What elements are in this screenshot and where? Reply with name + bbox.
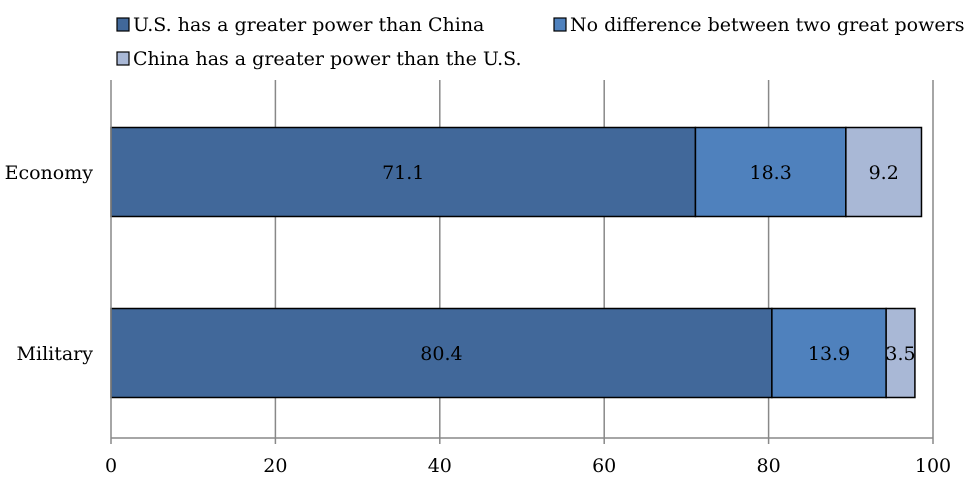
data-label-military-series-2: 13.9	[808, 343, 850, 365]
x-tick-label-20: 20	[263, 455, 287, 477]
axes: 0 20 40 60 80 100	[105, 80, 951, 477]
category-label-military: Military	[17, 343, 94, 365]
bar-military-series-1	[110, 307, 773, 399]
x-tick-label-0: 0	[105, 455, 117, 477]
category-label-economy: Economy	[5, 162, 94, 184]
bar-military-series-3	[885, 307, 916, 399]
bar-economy-series-3	[845, 126, 923, 218]
legend-swatch-series-2	[553, 17, 567, 32]
bars	[110, 126, 923, 399]
bar-economy-series-2	[694, 126, 847, 218]
bar-economy-series-1	[110, 126, 697, 218]
legend: U.S. has a greater power than China No di…	[116, 14, 964, 70]
legend-label-series-3: China has a greater power than the U.S.	[133, 48, 522, 70]
data-label-military-series-3: 3.5	[885, 343, 915, 365]
labels: 71.1 18.3 9.2 Economy 80.4 13.9 3.5 Military	[5, 162, 916, 365]
data-label-military-series-1: 80.4	[420, 343, 462, 365]
legend-swatch-series-1	[116, 17, 130, 32]
data-label-economy-series-3: 9.2	[869, 162, 899, 184]
x-tick-label-60: 60	[592, 455, 616, 477]
x-tick-label-40: 40	[428, 455, 452, 477]
legend-swatch-series-3	[116, 51, 130, 66]
x-tick-label-80: 80	[757, 455, 781, 477]
data-label-economy-series-1: 71.1	[382, 162, 424, 184]
legend-label-series-1: U.S. has a greater power than China	[133, 14, 484, 36]
x-tick-label-100: 100	[915, 455, 951, 477]
legend-label-series-2: No difference between two great powers	[570, 14, 964, 36]
bar-military-series-2	[771, 307, 887, 399]
data-label-economy-series-2: 18.3	[749, 162, 791, 184]
